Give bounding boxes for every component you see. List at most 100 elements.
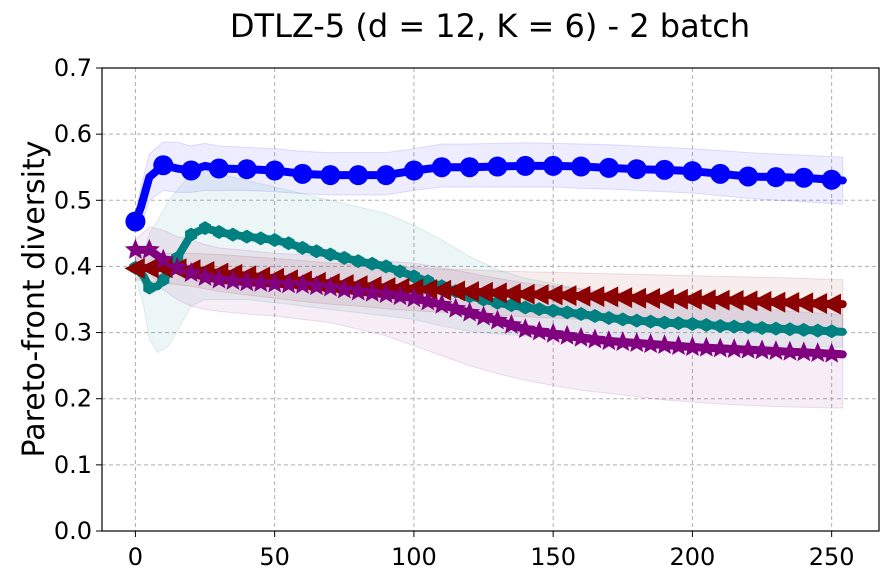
axes-frame: [101, 67, 880, 532]
teal-hexagon-point: [769, 321, 783, 336]
teal-hexagon-point: [505, 298, 518, 313]
darkred-triangle-point: [514, 283, 535, 305]
purple-star-point: [180, 262, 202, 282]
purple-star-point: [166, 256, 188, 277]
darkred-triangle-point: [444, 280, 466, 302]
teal-hexagon-point: [254, 231, 267, 246]
y-tick-label: 0.1: [54, 451, 92, 479]
purple-star-point: [668, 335, 689, 356]
purple-star-point: [473, 305, 494, 326]
darkred-triangle-point: [138, 257, 159, 279]
darkred-triangle-point: [723, 290, 744, 311]
series-markers: [124, 155, 843, 363]
teal-hexagon-point: [282, 236, 295, 251]
purple-star-point: [640, 333, 662, 354]
blue-circle-point: [598, 157, 619, 178]
darkred-triangle-point: [806, 293, 828, 314]
darkred-triangle-point: [611, 287, 633, 308]
purple-star-point: [779, 340, 801, 361]
purple-star-point: [222, 269, 244, 290]
teal-hexagon-point: [143, 280, 156, 295]
y-tick-label: 0.2: [54, 385, 92, 413]
purple-star-point: [500, 313, 522, 334]
chart-title: DTLZ-5 (d = 12, K = 6) - 2 batch: [230, 7, 750, 45]
x-tick-label: 250: [809, 543, 855, 571]
blue-circle-point: [181, 160, 202, 181]
purple-star-point: [431, 293, 453, 314]
purple-star-point: [152, 248, 174, 269]
blue-circle-point: [153, 155, 174, 176]
purple-star-point: [361, 281, 383, 302]
purple-star-point: [681, 336, 703, 357]
blue-circle-point: [459, 157, 480, 178]
teal-hexagon-point: [672, 316, 685, 331]
purple-star-point: [514, 318, 536, 339]
teal-hexagon-point: [157, 272, 170, 287]
darkred-triangle-point: [486, 282, 507, 304]
purple-star-point: [333, 278, 355, 299]
purple-star-point: [626, 332, 648, 353]
purple-star-point: [598, 330, 620, 351]
purple-star-point: [347, 280, 369, 301]
blue-circle-point: [710, 163, 731, 184]
purple-star-point: [194, 266, 216, 286]
teal-hexagon-point: [240, 229, 253, 244]
teal-hexagon-point: [198, 221, 212, 236]
purple-star-point: [570, 326, 592, 347]
x-tick-label: 150: [530, 543, 576, 571]
darkred-triangle-point: [709, 289, 730, 311]
darkred-triangle-point: [500, 283, 521, 304]
teal-hexagon-point: [324, 247, 337, 262]
purple-star-point: [124, 238, 146, 259]
darkred-triangle-point: [458, 281, 479, 303]
purple-star-point: [765, 340, 787, 360]
darkred-triangle-point: [653, 288, 674, 310]
purple-star-point: [278, 273, 300, 294]
darkred-triangle-point: [751, 291, 772, 312]
y-tick-label: 0.3: [54, 319, 92, 347]
teal-hexagon-point: [212, 225, 226, 240]
darkred-triangle-point: [667, 288, 688, 310]
blue-circle-point: [125, 211, 146, 232]
teal-hexagon-point: [393, 264, 407, 279]
darkred-triangle-point: [570, 285, 591, 307]
teal-hexagon-point: [811, 323, 824, 338]
purple-star-point: [264, 272, 286, 293]
purple-star-point: [584, 328, 606, 349]
darkred-triangle-point: [625, 287, 647, 309]
y-tick-label: 0.0: [54, 517, 92, 545]
blue-circle-point: [793, 167, 814, 188]
teal-hexagon-point: [547, 303, 560, 318]
teal-hexagon-point: [588, 309, 601, 324]
darkred-triangle-point: [556, 285, 577, 306]
teal-hexagon-point: [658, 315, 671, 330]
darkred-triangle-point: [528, 284, 549, 305]
teal-hexagon-point: [352, 254, 365, 269]
teal-hexagon-point: [616, 312, 629, 327]
teal-hexagon-point: [185, 227, 198, 242]
blue-circle-point: [626, 159, 647, 180]
darkred-triangle-point: [416, 279, 438, 301]
purple-star-point: [723, 338, 745, 359]
darkred-triangle-point: [583, 286, 605, 307]
y-tick-label: 0.7: [54, 54, 92, 82]
darkred-triangle-point: [639, 288, 660, 309]
teal-hexagon-point: [714, 318, 727, 333]
x-tick-label: 100: [391, 543, 437, 571]
purple-star-point: [389, 285, 411, 306]
blue-circle-point: [348, 165, 369, 186]
purple-star-point: [807, 342, 829, 362]
purple-star-point: [236, 271, 258, 292]
teal-hexagon-point: [825, 324, 838, 339]
darkred-triangle-point: [820, 293, 842, 315]
blue-circle-point: [682, 161, 703, 182]
purple-star-point: [445, 297, 467, 318]
teal-hexagon-point: [338, 250, 351, 265]
teal-hexagon-point: [310, 244, 323, 259]
darkred-triangle-point: [472, 281, 493, 303]
purple-star-point: [487, 309, 508, 330]
teal-hexagon-point: [226, 227, 239, 242]
purple-star-point: [751, 339, 773, 360]
x-tick-label: 50: [259, 543, 290, 571]
